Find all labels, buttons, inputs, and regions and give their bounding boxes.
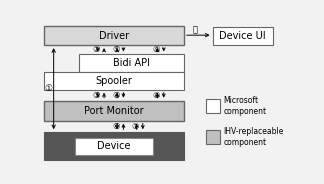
Text: Microsoft
component: Microsoft component	[224, 96, 267, 116]
Text: IHV-replaceable
component: IHV-replaceable component	[224, 127, 284, 146]
Text: ⑧: ⑧	[152, 91, 160, 100]
Bar	[44, 132, 184, 160]
Bar	[44, 26, 184, 45]
Bar	[205, 99, 220, 113]
Bar	[75, 138, 153, 155]
Text: ⑦: ⑦	[131, 122, 139, 131]
Bar	[44, 72, 184, 90]
Bar	[79, 54, 184, 72]
Text: Device: Device	[98, 141, 131, 151]
Text: ⑤: ⑤	[112, 45, 120, 54]
Text: ③: ③	[93, 91, 100, 100]
Text: ④: ④	[112, 91, 120, 100]
Text: Spooler: Spooler	[96, 76, 133, 86]
Bar	[205, 130, 220, 144]
Text: ⑨: ⑨	[152, 45, 160, 54]
Bar	[213, 27, 273, 45]
Text: ⑪: ⑪	[193, 25, 198, 34]
Text: Bidi API: Bidi API	[113, 58, 150, 68]
Text: Port Monitor: Port Monitor	[84, 106, 144, 116]
Text: ⑥: ⑥	[112, 122, 120, 131]
Text: Device UI: Device UI	[219, 31, 266, 41]
Text: ①: ①	[44, 84, 52, 93]
Bar	[44, 101, 184, 121]
Text: Driver: Driver	[99, 31, 129, 40]
Text: ②: ②	[93, 45, 100, 54]
